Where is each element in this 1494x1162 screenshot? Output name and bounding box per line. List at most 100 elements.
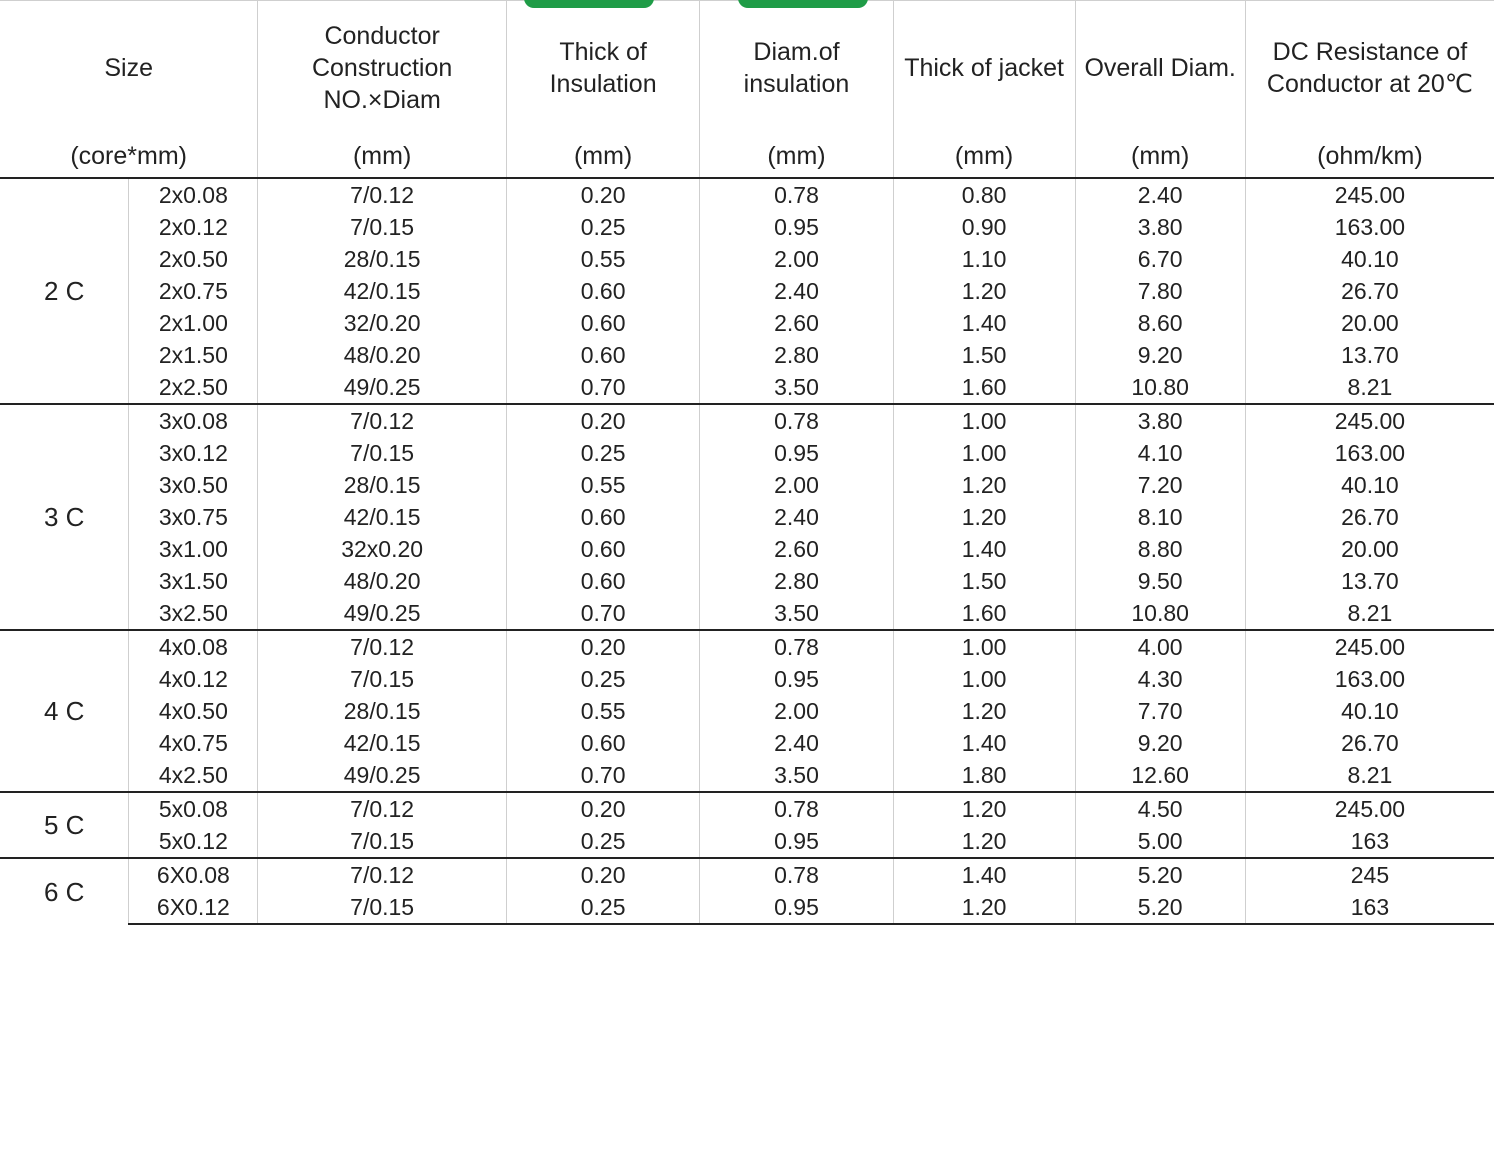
cell-overall: 4.10	[1075, 437, 1245, 469]
cell-dcr: 13.70	[1245, 565, 1494, 597]
cell-thick-ins: 0.55	[506, 243, 699, 275]
cell-diam-ins: 0.78	[700, 630, 893, 663]
cell-construction: 42/0.15	[258, 275, 507, 307]
cell-size: 2x2.50	[129, 371, 258, 404]
table-row: 5x0.127/0.150.250.951.205.00163	[0, 825, 1494, 858]
cell-dcr: 163.00	[1245, 663, 1494, 695]
cell-dcr: 40.10	[1245, 695, 1494, 727]
group-label: 3 C	[0, 404, 129, 630]
table-row: 4x0.127/0.150.250.951.004.30163.00	[0, 663, 1494, 695]
table-row: 4x0.7542/0.150.602.401.409.2026.70	[0, 727, 1494, 759]
cell-construction: 49/0.25	[258, 597, 507, 630]
cell-construction: 48/0.20	[258, 339, 507, 371]
cell-construction: 28/0.15	[258, 243, 507, 275]
cell-dcr: 163.00	[1245, 211, 1494, 243]
cell-size: 2x0.75	[129, 275, 258, 307]
cell-dcr: 20.00	[1245, 533, 1494, 565]
cell-thick-jkt: 1.40	[893, 307, 1075, 339]
cell-diam-ins: 2.00	[700, 243, 893, 275]
cell-overall: 12.60	[1075, 759, 1245, 792]
cell-thick-ins: 0.60	[506, 727, 699, 759]
group-label: 4 C	[0, 630, 129, 792]
decor-tab-left	[524, 0, 654, 8]
cell-size: 2x0.08	[129, 178, 258, 211]
cell-thick-ins: 0.60	[506, 339, 699, 371]
cell-dcr: 8.21	[1245, 759, 1494, 792]
cell-thick-ins: 0.25	[506, 825, 699, 858]
group-label: 6 C	[0, 858, 129, 924]
cell-dcr: 40.10	[1245, 243, 1494, 275]
cell-size: 5x0.12	[129, 825, 258, 858]
cell-size: 3x0.08	[129, 404, 258, 437]
cell-construction: 7/0.15	[258, 437, 507, 469]
cell-size: 6X0.12	[129, 891, 258, 924]
cell-thick-jkt: 1.20	[893, 891, 1075, 924]
cell-size: 4x0.50	[129, 695, 258, 727]
table-row: 2x0.5028/0.150.552.001.106.7040.10	[0, 243, 1494, 275]
cell-thick-ins: 0.20	[506, 858, 699, 891]
cell-overall: 2.40	[1075, 178, 1245, 211]
cell-dcr: 26.70	[1245, 275, 1494, 307]
cell-overall: 8.80	[1075, 533, 1245, 565]
cell-diam-ins: 3.50	[700, 597, 893, 630]
cell-thick-jkt: 1.20	[893, 825, 1075, 858]
cell-overall: 3.80	[1075, 211, 1245, 243]
cell-thick-jkt: 1.80	[893, 759, 1075, 792]
table-row: 3x1.5048/0.200.602.801.509.5013.70	[0, 565, 1494, 597]
cell-overall: 7.20	[1075, 469, 1245, 501]
cell-dcr: 163	[1245, 825, 1494, 858]
cell-thick-ins: 0.20	[506, 404, 699, 437]
cell-thick-ins: 0.70	[506, 597, 699, 630]
cell-size: 4x0.12	[129, 663, 258, 695]
cell-construction: 28/0.15	[258, 469, 507, 501]
cell-diam-ins: 2.40	[700, 727, 893, 759]
cell-overall: 8.10	[1075, 501, 1245, 533]
cell-diam-ins: 0.78	[700, 792, 893, 825]
col-unit-size: (core*mm)	[0, 135, 258, 178]
cell-overall: 9.20	[1075, 339, 1245, 371]
cell-construction: 7/0.12	[258, 178, 507, 211]
cell-construction: 42/0.15	[258, 727, 507, 759]
table-row: 6X0.127/0.150.250.951.205.20163	[0, 891, 1494, 924]
cell-construction: 7/0.12	[258, 404, 507, 437]
cell-overall: 5.20	[1075, 891, 1245, 924]
cell-construction: 7/0.15	[258, 825, 507, 858]
cell-construction: 28/0.15	[258, 695, 507, 727]
table-row: 3x0.5028/0.150.552.001.207.2040.10	[0, 469, 1494, 501]
cell-thick-ins: 0.60	[506, 501, 699, 533]
cable-spec-table: Size Conductor Construction NO.×Diam Thi…	[0, 0, 1494, 925]
table-row: 4x0.5028/0.150.552.001.207.7040.10	[0, 695, 1494, 727]
table-row: 2x1.0032/0.200.602.601.408.6020.00	[0, 307, 1494, 339]
cell-overall: 5.00	[1075, 825, 1245, 858]
cell-overall: 4.50	[1075, 792, 1245, 825]
cell-diam-ins: 2.00	[700, 695, 893, 727]
cell-size: 4x2.50	[129, 759, 258, 792]
cell-thick-ins: 0.20	[506, 178, 699, 211]
col-unit-overall: (mm)	[1075, 135, 1245, 178]
table-row: 6 C6X0.087/0.120.200.781.405.20245	[0, 858, 1494, 891]
cell-thick-jkt: 1.10	[893, 243, 1075, 275]
cell-size: 3x1.00	[129, 533, 258, 565]
col-header-size: Size	[0, 1, 258, 136]
col-header-diam-ins: Diam.of insulation	[700, 1, 893, 136]
cell-diam-ins: 2.80	[700, 565, 893, 597]
cell-construction: 7/0.15	[258, 891, 507, 924]
col-header-dcr: DC Resistance of Conductor at 20℃	[1245, 1, 1494, 136]
table-row: 2x0.127/0.150.250.950.903.80163.00	[0, 211, 1494, 243]
cell-construction: 49/0.25	[258, 759, 507, 792]
table-row: 3x2.5049/0.250.703.501.6010.808.21	[0, 597, 1494, 630]
cell-thick-jkt: 1.50	[893, 339, 1075, 371]
cell-thick-ins: 0.20	[506, 792, 699, 825]
cell-dcr: 245.00	[1245, 630, 1494, 663]
table-row: 5 C5x0.087/0.120.200.781.204.50245.00	[0, 792, 1494, 825]
cell-overall: 7.80	[1075, 275, 1245, 307]
group-label: 5 C	[0, 792, 129, 858]
cell-dcr: 245.00	[1245, 792, 1494, 825]
cell-diam-ins: 0.78	[700, 858, 893, 891]
cell-thick-jkt: 1.20	[893, 469, 1075, 501]
cell-dcr: 245.00	[1245, 404, 1494, 437]
cell-size: 2x0.50	[129, 243, 258, 275]
cell-diam-ins: 3.50	[700, 371, 893, 404]
cell-size: 2x1.50	[129, 339, 258, 371]
cell-thick-ins: 0.60	[506, 307, 699, 339]
